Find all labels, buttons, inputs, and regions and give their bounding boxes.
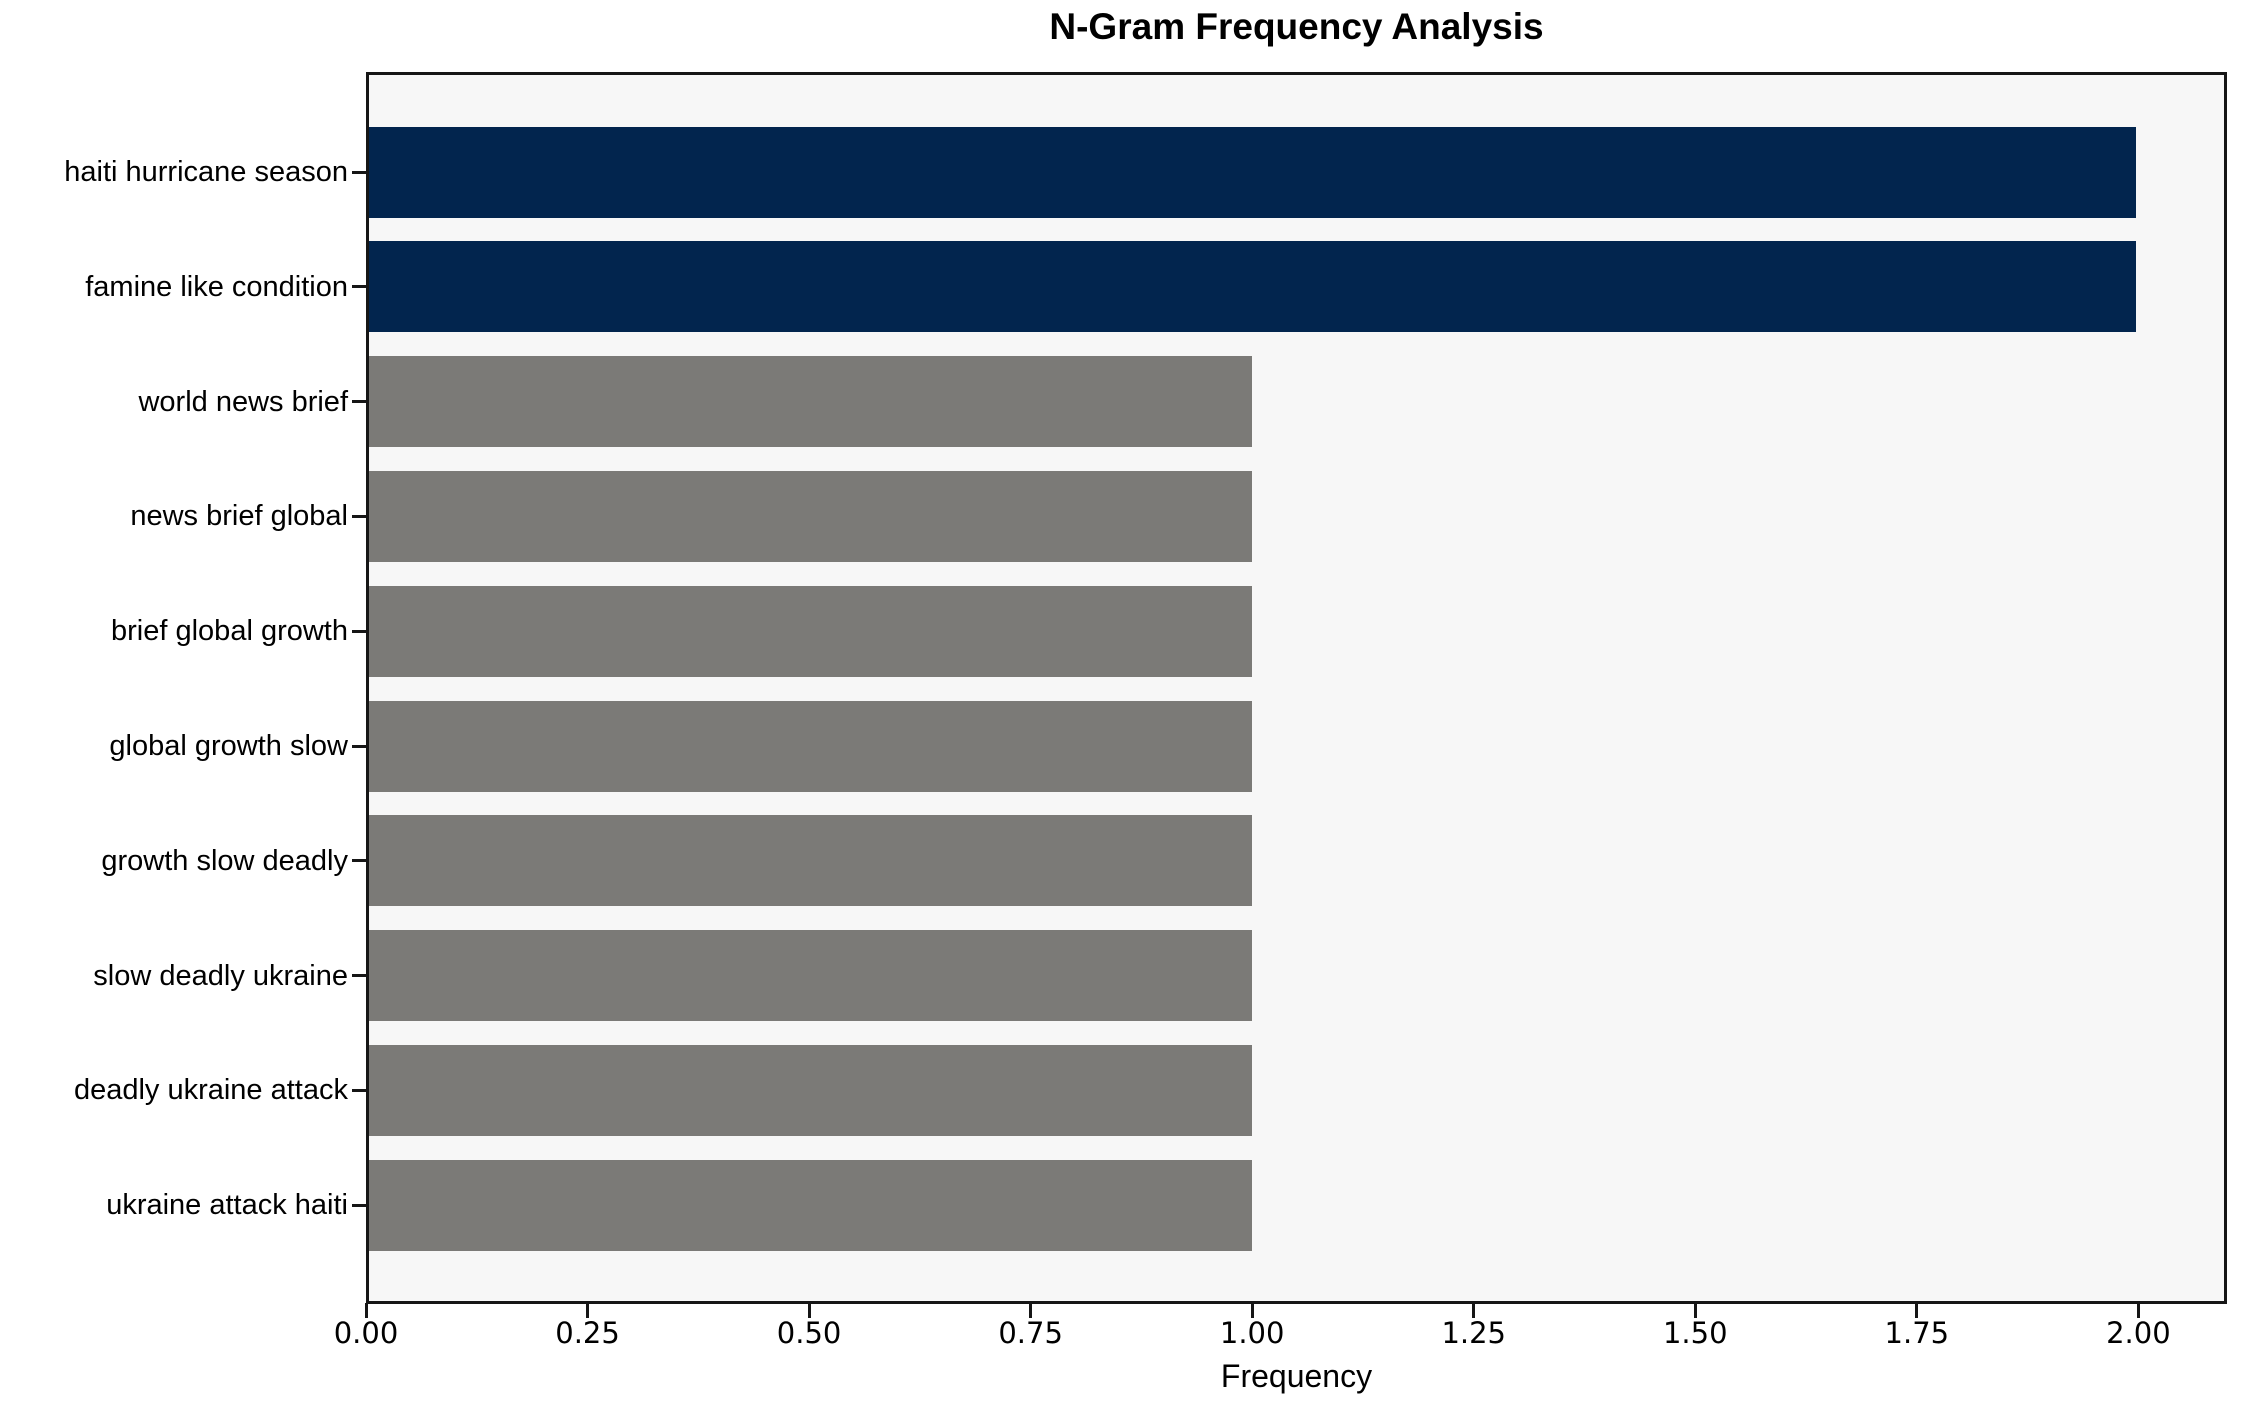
bar (369, 241, 2136, 333)
y-tick-mark (352, 1203, 366, 1207)
bar (369, 356, 1253, 448)
bar (369, 1159, 1253, 1251)
x-tick-mark (1029, 1303, 1033, 1318)
y-tick-label: global growth slow (109, 730, 348, 762)
bar (369, 470, 1253, 562)
x-tick-label: 1.25 (1441, 1316, 1507, 1350)
x-tick-mark (807, 1303, 811, 1318)
x-axis-label: Frequency (1220, 1358, 1373, 1394)
x-tick-mark (1693, 1303, 1697, 1318)
x-tick-mark (586, 1303, 590, 1318)
y-tick-mark (352, 859, 366, 863)
y-tick-label: news brief global (130, 500, 348, 533)
y-tick-mark (352, 170, 366, 174)
x-tick-mark (1472, 1303, 1476, 1318)
x-tick-mark (364, 1303, 368, 1318)
y-tick-label: slow deadly ukraine (93, 959, 348, 992)
y-tick-mark (352, 629, 366, 633)
y-tick-label: famine like condition (85, 270, 348, 303)
y-tick-mark (352, 400, 366, 404)
y-tick-mark (352, 744, 366, 748)
y-tick-label: world news brief (138, 385, 348, 418)
y-tick-label: ukraine attack haiti (106, 1189, 348, 1222)
x-tick-label: 1.50 (1662, 1316, 1728, 1350)
x-tick-label: 0.75 (998, 1316, 1063, 1350)
y-tick-mark (352, 974, 366, 978)
y-tick-mark (352, 285, 366, 289)
x-tick-label: 1.75 (1884, 1316, 1950, 1350)
bar (369, 585, 1253, 677)
bar (369, 700, 1253, 792)
x-tick-label: 1.00 (1219, 1316, 1285, 1350)
x-tick-label: 0.50 (776, 1316, 842, 1350)
x-tick-mark (1915, 1303, 1919, 1318)
bar (369, 815, 1253, 907)
bar (369, 1044, 1253, 1136)
y-tick-mark (352, 514, 366, 518)
x-tick-label: 2.00 (2106, 1316, 2171, 1350)
x-tick-label: 0.00 (333, 1316, 399, 1350)
bar (369, 930, 1253, 1022)
x-tick-mark (2136, 1303, 2140, 1318)
bar (369, 126, 2136, 218)
y-tick-label: deadly ukraine attack (73, 1074, 348, 1107)
plot-area (366, 72, 2227, 1304)
y-tick-label: haiti hurricane season (64, 156, 348, 188)
x-tick-label: 0.25 (555, 1316, 620, 1350)
chart-title: N-Gram Frequency Analysis (1049, 6, 1544, 47)
y-tick-label: growth slow deadly (101, 844, 348, 877)
y-tick-mark (352, 1088, 366, 1092)
x-tick-mark (1250, 1303, 1254, 1318)
y-tick-label: brief global growth (111, 615, 348, 648)
